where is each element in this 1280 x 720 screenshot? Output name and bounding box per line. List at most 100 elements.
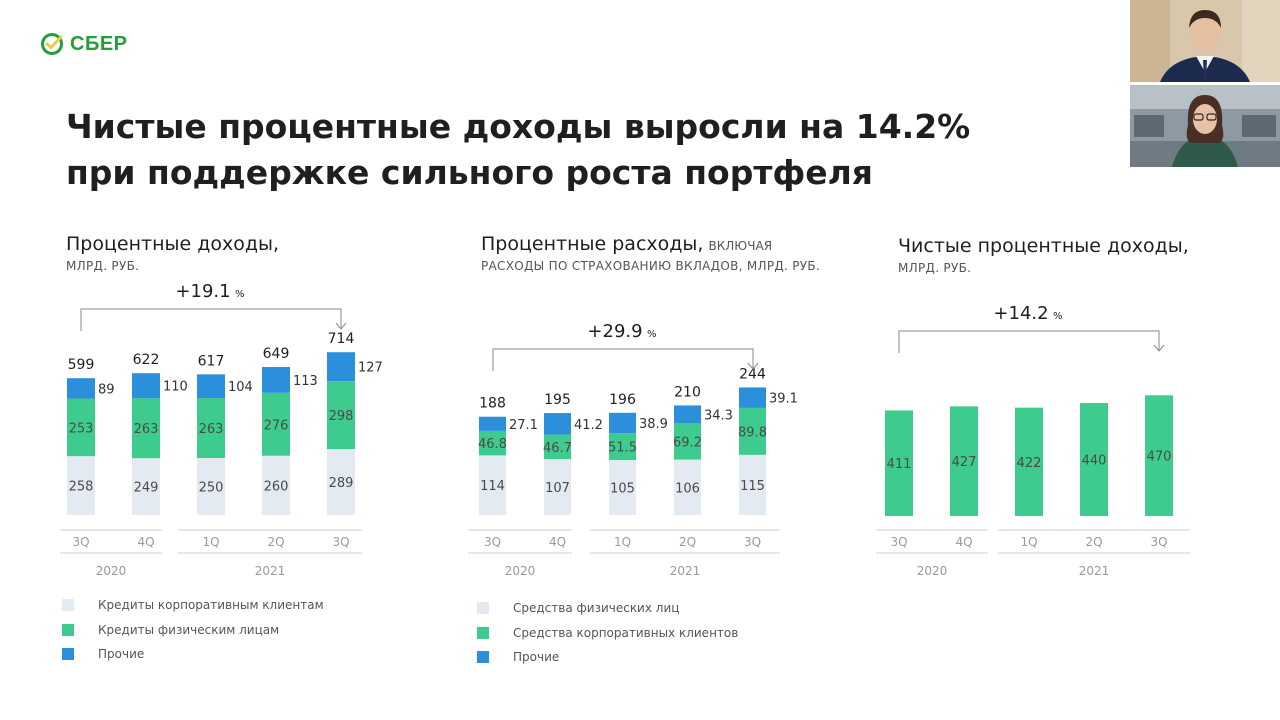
chart-1-total-label: 617 — [198, 353, 225, 369]
chart-1-bar-segment — [132, 398, 160, 459]
chart-2-title: Процентные расходы, — [481, 233, 704, 255]
chart-2-data-label: 39.1 — [769, 392, 798, 407]
chart-2-bar-segment — [609, 433, 636, 461]
chart-2-data-label: 27.1 — [509, 418, 538, 433]
chart-2-category-label: 3Q — [744, 535, 761, 549]
chart-2-data-label: 46.7 — [543, 441, 572, 456]
chart-1-data-label: 89 — [98, 382, 115, 397]
chart-1-total-label: 599 — [68, 357, 95, 373]
legend-swatch-corporate-loans — [62, 599, 74, 612]
legend-label: Средства физических лиц — [513, 601, 680, 616]
chart-2-year-label: 2020 — [505, 564, 536, 578]
video-tile-speaker-2[interactable] — [1130, 85, 1280, 167]
chart-3-data-label: 440 — [1082, 454, 1107, 469]
chart-1-bar-segment — [327, 352, 355, 382]
chart-3-header: Чистые процентные доходы, МЛРД. РУБ. — [898, 235, 1189, 275]
chart-2-total-label: 244 — [739, 366, 766, 382]
chart-1-category-label: 3Q — [72, 535, 89, 549]
chart-1-total-label: 649 — [263, 346, 290, 362]
chart-2-header: Процентные расходы, ВКЛЮЧАЯ РАСХОДЫ ПО С… — [481, 233, 820, 273]
chart-3-growth-label: +14.2 — [993, 303, 1048, 324]
chart-1-growth-bracket — [80, 308, 342, 331]
legend-item: Средства корпоративных клиентов — [477, 621, 738, 646]
chart-1-bar-segment — [327, 381, 355, 450]
chart-2-total-label: 196 — [609, 392, 636, 408]
chart-3-data-label: 470 — [1147, 450, 1172, 465]
chart-1-data-label: 249 — [134, 481, 159, 496]
chart-3-growth-bracket — [898, 330, 1160, 353]
chart-1-data-label: 289 — [329, 476, 354, 491]
logo-text: СБЕР — [70, 32, 128, 55]
chart-2-bar-segment — [674, 459, 701, 515]
legend-label: Прочие — [513, 650, 560, 665]
chart-3-data-label: 427 — [952, 455, 977, 470]
chart-2-data-label: 34.3 — [704, 408, 733, 423]
chart-1-total-label: 622 — [133, 352, 160, 368]
chart-3-data-label: 422 — [1017, 456, 1042, 471]
chart-1-data-label: 260 — [264, 479, 289, 494]
chart-2-growth-label: +29.9 — [587, 321, 642, 342]
legend-swatch-retail-funds — [477, 602, 489, 615]
chart-1-header: Процентные доходы, МЛРД. РУБ. — [66, 233, 279, 273]
chart-1-bar-segment — [262, 367, 290, 393]
chart-3-bar-segment — [1080, 403, 1108, 516]
chart-3-growth-unit: % — [1053, 311, 1063, 322]
chart-2-bar-segment — [739, 407, 766, 455]
chart-1-unit: МЛРД. РУБ. — [66, 259, 140, 273]
chart-2-bar-segment — [674, 405, 701, 424]
chart-1-data-label: 258 — [69, 480, 94, 495]
video-tile-speaker-1[interactable] — [1130, 0, 1280, 82]
chart-2-bar-segment — [544, 459, 571, 515]
chart-2-data-label: 114 — [480, 479, 505, 494]
chart-1-growth-arrow — [335, 322, 347, 330]
chart-1-year-label: 2021 — [255, 564, 286, 578]
chart-1-category-label: 3Q — [332, 535, 349, 549]
chart-3-bar-segment — [950, 406, 978, 516]
chart-3-bar-segment — [1015, 407, 1043, 516]
chart-3-year-label: 2020 — [917, 564, 948, 578]
chart-2-data-label: 115 — [740, 479, 765, 494]
chart-2-total-label: 210 — [674, 384, 701, 400]
chart-1-bar-segment — [132, 373, 160, 399]
chart-2-category-label: 2Q — [679, 535, 696, 549]
chart-1-data-label: 263 — [134, 422, 159, 437]
chart-3-category-label: 3Q — [890, 535, 907, 549]
chart-3-bar-segment — [885, 410, 913, 516]
chart-3-data-label: 411 — [887, 457, 912, 472]
chart-2-data-label: 41.2 — [574, 418, 603, 433]
chart-1-data-label: 253 — [69, 421, 94, 436]
chart-1-data-label: 110 — [163, 380, 188, 395]
sber-check-icon — [41, 33, 63, 55]
chart-2-bar-segment — [479, 430, 506, 456]
legend-label: Прочие — [98, 647, 145, 662]
chart-3-category-label: 4Q — [955, 535, 972, 549]
chart-2-bar-segment — [479, 455, 506, 515]
legend-swatch-retail-loans — [62, 623, 74, 636]
chart-2-growth-bracket — [492, 348, 754, 371]
chart-2-data-label: 107 — [545, 481, 570, 496]
page-title-line-2: при поддержке сильного роста портфеля — [66, 153, 873, 192]
chart-1-data-label: 127 — [358, 361, 383, 376]
chart-2-category-label: 3Q — [484, 535, 501, 549]
chart-2-bar-segment — [544, 413, 571, 435]
legend-item: Прочие — [62, 642, 324, 667]
chart-1-data-label: 276 — [264, 418, 289, 433]
page-title-line-1: Чистые процентные доходы выросли на 14.2… — [66, 107, 971, 146]
legend-swatch-other — [477, 651, 489, 664]
chart-2-growth-unit: % — [647, 329, 657, 340]
chart-1-bar-segment — [262, 392, 290, 456]
chart-1-bar-segment — [132, 458, 160, 515]
chart-1-bar-segment — [67, 378, 95, 399]
chart-2-data-label: 51.5 — [608, 441, 637, 456]
chart-1-year-label: 2020 — [96, 564, 127, 578]
legend-swatch-other — [62, 648, 74, 661]
chart-1-bar-segment — [197, 458, 225, 515]
chart-1-category-label: 4Q — [137, 535, 154, 549]
chart-2-data-label: 38.9 — [639, 417, 668, 432]
sber-logo: СБЕР — [40, 32, 128, 56]
legend-item: Кредиты физическим лицам — [62, 618, 324, 643]
chart-2-bar-segment — [739, 387, 766, 408]
chart-3-category-label: 2Q — [1085, 535, 1102, 549]
legend-item: Прочие — [477, 645, 738, 670]
chart-1-total-label: 714 — [328, 331, 355, 347]
